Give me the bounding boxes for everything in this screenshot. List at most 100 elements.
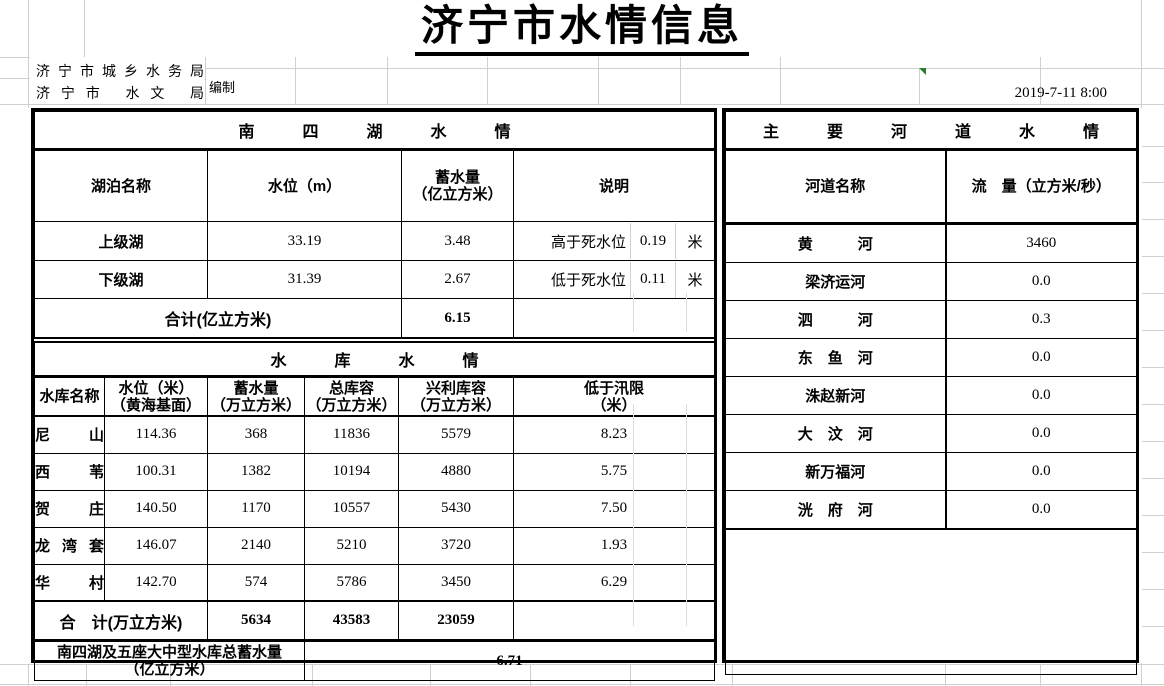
lake-row1-note-cell[interactable]: 低于死水位 0.11 米 — [512, 260, 716, 299]
res-row3-storage-cell[interactable]: 2140 — [207, 526, 305, 565]
res-row1-below-cell[interactable]: 5.75 — [512, 452, 716, 491]
river-row7-flow-cell[interactable]: 0.0 — [944, 490, 1138, 530]
res-row4-level-cell[interactable]: 142.70 — [104, 563, 208, 602]
lake-total-empty-cell[interactable] — [512, 298, 716, 339]
lake-header-storage-cell[interactable]: 蓄水量 （亿立方米） — [401, 149, 514, 222]
river-row3-name-cell[interactable]: 东 鱼 河 — [725, 338, 947, 377]
res-total-empty-cell[interactable] — [512, 600, 716, 642]
gridline — [28, 0, 29, 108]
res-row0-capacity-cell[interactable]: 11836 — [304, 415, 399, 454]
res-header-benefit-cell[interactable]: 兴利库容 （万立方米） — [398, 376, 514, 417]
res-row4-below-cell[interactable]: 6.29 — [512, 563, 716, 602]
lake-row0-storage-cell[interactable]: 3.48 — [401, 221, 514, 261]
river-row7-name-cell[interactable]: 洸 府 河 — [725, 490, 947, 530]
lake-row0-note-cell[interactable]: 高于死水位 0.19 米 — [512, 221, 716, 261]
res-row2-capacity-cell[interactable]: 10557 — [304, 489, 399, 528]
res-total-storage-cell[interactable]: 5634 — [207, 600, 305, 642]
lake-row1-name-cell[interactable]: 下级湖 — [34, 260, 208, 299]
compiled-by-label[interactable]: 编制 — [209, 80, 236, 95]
gridline — [84, 0, 85, 57]
page-title: 济宁市水情信息 — [414, 2, 749, 57]
grand-total-label-cell[interactable]: 南四湖及五座大中型水库总蓄水量 （亿立方米） — [34, 640, 305, 681]
river-row4-name-cell[interactable]: 洙赵新河 — [725, 376, 947, 415]
river-header-name-cell[interactable]: 河道名称 — [725, 149, 947, 225]
res-header-capacity-cell[interactable]: 总库容 （万立方米） — [304, 376, 399, 417]
reservoir-table-title-cell[interactable]: 水 库 水 情 — [33, 341, 716, 378]
res-row1-name-cell[interactable]: 西 苇 — [34, 452, 105, 491]
river-row0-name-cell[interactable]: 黄 河 — [725, 223, 947, 263]
river-row6-flow-cell[interactable]: 0.0 — [944, 452, 1138, 491]
lake-header-name-cell[interactable]: 湖泊名称 — [34, 149, 208, 222]
table-row: 洙赵新河 0.0 — [725, 376, 1138, 415]
gridline — [780, 57, 781, 105]
res-row4-capacity-cell[interactable]: 5786 — [304, 563, 399, 602]
agency-block[interactable]: 济宁市城乡水务局 济宁市 水文 局 — [36, 60, 204, 104]
table-row: 泗 河 0.3 — [725, 300, 1138, 339]
lake-header-level-cell[interactable]: 水位（m） — [207, 149, 402, 222]
res-total-benefit-cell[interactable]: 23059 — [398, 600, 514, 642]
res-row4-storage-cell[interactable]: 574 — [207, 563, 305, 602]
res-header-storage-cell[interactable]: 蓄水量 （万立方米） — [207, 376, 305, 417]
res-row0-below-cell[interactable]: 8.23 — [512, 415, 716, 454]
res-row3-level-cell[interactable]: 146.07 — [104, 526, 208, 565]
lake-total-label-cell[interactable]: 合计(亿立方米) — [34, 298, 402, 339]
river-row2-name-cell[interactable]: 泗 河 — [725, 300, 947, 339]
res-row1-level-cell[interactable]: 100.31 — [104, 452, 208, 491]
river-row5-flow-cell[interactable]: 0.0 — [944, 414, 1138, 453]
river-row1-name-cell[interactable]: 梁济运河 — [725, 262, 947, 301]
res-row2-benefit-cell[interactable]: 5430 — [398, 489, 514, 528]
river-row3-flow-cell[interactable]: 0.0 — [944, 338, 1138, 377]
river-header-row: 河道名称 流 量（立方米/秒） — [725, 149, 1138, 225]
report-datetime[interactable]: 2019-7-11 8:00 — [1014, 85, 1107, 101]
res-row1-storage-cell[interactable]: 1382 — [207, 452, 305, 491]
res-row4-name-cell[interactable]: 华 村 — [34, 563, 105, 602]
res-row3-benefit-cell[interactable]: 3720 — [398, 526, 514, 565]
res-row2-name-cell[interactable]: 贺 庄 — [34, 489, 105, 528]
lake-table-title-cell[interactable]: 南 四 湖 水 情 — [33, 111, 716, 151]
lake-header-note-cell[interactable]: 说明 — [512, 149, 716, 222]
table-row: 东 鱼 河 0.0 — [725, 338, 1138, 377]
gridline — [598, 57, 599, 105]
res-total-label-cell[interactable]: 合 计(万立方米) — [34, 600, 208, 642]
gridline — [0, 104, 1164, 105]
lake-row0-level-cell[interactable]: 33.19 — [207, 221, 402, 261]
gridline — [1142, 589, 1164, 590]
res-header-level-cell[interactable]: 水位（米） （黄海基面） — [104, 376, 208, 417]
lake-row0-name-cell[interactable]: 上级湖 — [34, 221, 208, 261]
lake-row1-level-cell[interactable]: 31.39 — [207, 260, 402, 299]
lake-row1-storage-cell[interactable]: 2.67 — [401, 260, 514, 299]
river-row2-flow-cell[interactable]: 0.3 — [944, 300, 1138, 339]
res-row0-storage-cell[interactable]: 368 — [207, 415, 305, 454]
res-row3-capacity-cell[interactable]: 5210 — [304, 526, 399, 565]
river-table: 主 要 河 道 水 情 河道名称 流 量（立方米/秒） 黄 河 3460 梁济运… — [724, 111, 1138, 675]
gridline — [1142, 256, 1164, 257]
reservoir-table: 水 库 水 情 水库名称 水位（米） （黄海基面） 蓄水量 （万立方米） 总库容… — [33, 341, 716, 681]
res-row0-name-cell[interactable]: 尼 山 — [34, 415, 105, 454]
res-row2-storage-cell[interactable]: 1170 — [207, 489, 305, 528]
river-row6-name-cell[interactable]: 新万福河 — [725, 452, 947, 491]
res-row3-name-cell[interactable]: 龙湾套 — [34, 526, 105, 565]
river-row4-flow-cell[interactable]: 0.0 — [944, 376, 1138, 415]
res-row2-below-cell[interactable]: 7.50 — [512, 489, 716, 528]
res-header-name-cell[interactable]: 水库名称 — [34, 376, 105, 417]
res-row1-benefit-cell[interactable]: 4880 — [398, 452, 514, 491]
res-header-below-limit-cell[interactable]: 低于汛限 （米） — [512, 376, 716, 417]
river-row1-flow-cell[interactable]: 0.0 — [944, 262, 1138, 301]
res-row2-level-cell[interactable]: 140.50 — [104, 489, 208, 528]
res-row4-benefit-cell[interactable]: 3450 — [398, 563, 514, 602]
river-row0-flow-cell[interactable]: 3460 — [944, 223, 1138, 263]
grand-total-value-cell[interactable]: 6.71 — [303, 640, 716, 681]
river-row5-name-cell[interactable]: 大 汶 河 — [725, 414, 947, 453]
river-empty-cell[interactable] — [724, 528, 1138, 675]
res-row3-below-cell[interactable]: 1.93 — [512, 526, 716, 565]
table-row: 西 苇 100.31 1382 10194 4880 5.75 — [34, 452, 716, 491]
river-table-title-cell[interactable]: 主 要 河 道 水 情 — [724, 111, 1138, 151]
res-row1-capacity-cell[interactable]: 10194 — [304, 452, 399, 491]
table-row: 大 汶 河 0.0 — [725, 414, 1138, 453]
res-row0-benefit-cell[interactable]: 5579 — [398, 415, 514, 454]
river-header-flow-cell[interactable]: 流 量（立方米/秒） — [944, 149, 1138, 225]
res-row0-level-cell[interactable]: 114.36 — [104, 415, 208, 454]
gridline — [1040, 57, 1041, 105]
lake-total-value-cell[interactable]: 6.15 — [401, 298, 514, 339]
res-total-capacity-cell[interactable]: 43583 — [304, 600, 399, 642]
